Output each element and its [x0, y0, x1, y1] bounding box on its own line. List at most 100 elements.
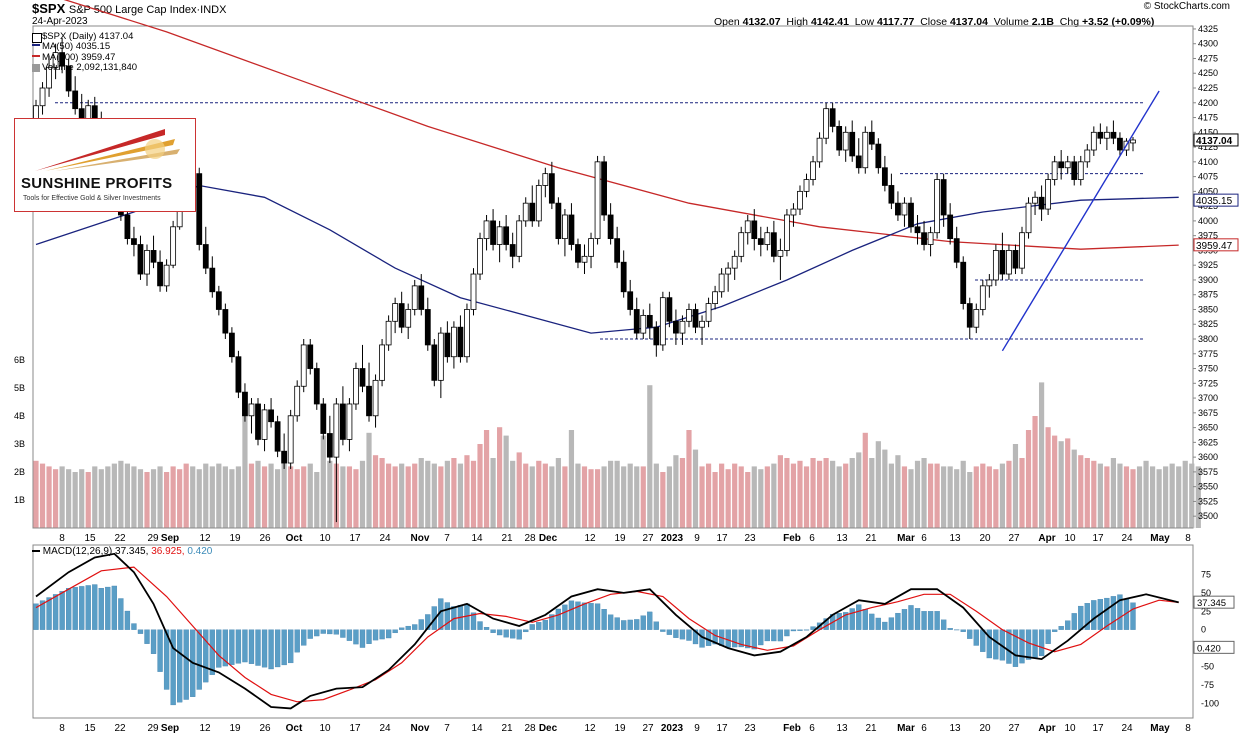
- volume-bar: [568, 430, 575, 528]
- volume-tick-label: 5B: [14, 383, 25, 393]
- macd-x-tick-label: 6: [921, 723, 927, 734]
- volume-bar: [353, 469, 359, 528]
- price-tick-label: 3625: [1198, 437, 1218, 447]
- candle: [418, 285, 425, 310]
- macd-histogram-bar: [529, 624, 535, 630]
- volume-bar: [229, 469, 235, 528]
- volume-bar: [268, 463, 274, 528]
- macd-value-badge-box: [1193, 595, 1235, 609]
- macd-histogram-bar: [516, 629, 522, 640]
- macd-histogram-bar: [418, 619, 424, 630]
- volume-bar: [1104, 466, 1110, 528]
- macd-histogram-bar: [1019, 629, 1025, 664]
- candle: [398, 303, 405, 328]
- candle: [522, 202, 529, 222]
- volume-bar: [790, 463, 797, 528]
- macd-histogram-bar: [1006, 629, 1012, 664]
- volume-bar: [431, 463, 437, 528]
- volume-bar: [477, 444, 483, 528]
- macd-x-tick-label: 26: [259, 723, 271, 734]
- volume-bar: [562, 466, 568, 528]
- price-panel-frame: [32, 25, 1194, 529]
- volume-bar: [470, 460, 477, 528]
- candle: [666, 297, 673, 322]
- macd-x-tick-label: 24: [379, 723, 391, 734]
- macd-x-tick-label: 28: [524, 723, 536, 734]
- macd-x-tick-label: 2023: [661, 723, 684, 734]
- macd-histogram-bar: [261, 629, 268, 668]
- candle: [607, 214, 614, 240]
- macd-x-tick-label: 13: [836, 723, 848, 734]
- macd-histogram-bar: [274, 629, 281, 668]
- candle: [255, 403, 261, 440]
- candle: [1117, 137, 1123, 151]
- value-badge-box: [1193, 193, 1239, 207]
- macd-histogram-bar: [385, 629, 392, 639]
- volume-tick-label: 3B: [14, 439, 25, 449]
- chg-value: +3.52 (+0.09%): [1081, 16, 1155, 28]
- macd-x-tick-label: 8: [1185, 723, 1191, 734]
- candle: [72, 90, 79, 110]
- ma50-legend: MA(50) 4035.15: [42, 41, 111, 52]
- price-tick-label: 3850: [1198, 304, 1218, 314]
- candle: [803, 179, 810, 192]
- macd-histogram-bar: [934, 611, 940, 630]
- open-label: Open: [714, 16, 740, 28]
- macd-x-tick-label: 21: [501, 723, 513, 734]
- volume-bar: [673, 455, 679, 528]
- candle: [542, 173, 549, 186]
- macd-histogram-bar: [52, 594, 59, 630]
- macd-histogram-bar: [705, 629, 712, 646]
- candle: [888, 185, 895, 204]
- volume-bar: [712, 472, 718, 528]
- volume-bar: [1078, 455, 1084, 528]
- candle: [483, 220, 490, 240]
- candle: [581, 255, 588, 263]
- candle: [1077, 161, 1084, 180]
- macd-x-tick-label: 24: [1121, 723, 1133, 734]
- price-x-tick-label: May: [1150, 533, 1170, 544]
- candle: [797, 190, 803, 210]
- price-tick-label: 3975: [1198, 231, 1218, 241]
- price-tick-label: 4125: [1198, 142, 1218, 152]
- candle: [333, 403, 340, 458]
- price-x-tick-label: 24: [379, 533, 391, 544]
- macd-x-tick-label: 20: [979, 723, 991, 734]
- candle: [816, 137, 823, 163]
- price-x-tick-label: 12: [199, 533, 211, 544]
- macd-x-tick-label: 19: [229, 723, 241, 734]
- macd-histogram-bar: [614, 617, 620, 630]
- macd-histogram-bar: [692, 629, 699, 645]
- volume-bar: [314, 472, 320, 528]
- candle: [144, 250, 150, 275]
- price-x-tick-label: 17: [716, 533, 728, 544]
- volume-bar: [59, 466, 65, 528]
- candle: [124, 214, 131, 240]
- candle: [901, 202, 908, 216]
- candle: [953, 238, 960, 263]
- volume-value: 2.1B: [1031, 16, 1054, 28]
- volume-bar: [640, 466, 646, 528]
- volume-bar: [914, 460, 921, 528]
- index-name: S&P 500 Large Cap Index: [68, 4, 197, 16]
- candle: [1097, 131, 1104, 139]
- volume-bar: [627, 463, 633, 528]
- price-tick-label: 3575: [1198, 467, 1218, 477]
- macd-x-tick-label: 21: [865, 723, 877, 734]
- volume-bar: [634, 466, 640, 528]
- macd-histogram-bar: [581, 602, 588, 630]
- logo-name: SUNSHINE PROFITS: [21, 175, 173, 192]
- candle: [1110, 131, 1117, 139]
- candle: [934, 179, 941, 234]
- macd-tick-label: 25: [1201, 606, 1211, 616]
- candle: [979, 285, 986, 310]
- candle: [170, 226, 177, 266]
- candle: [640, 314, 647, 334]
- volume-bar: [438, 466, 444, 528]
- volume-bar: [699, 466, 705, 528]
- price-tick-label: 3600: [1198, 452, 1218, 462]
- candle: [268, 409, 274, 423]
- volume-bar: [131, 466, 137, 528]
- macd-x-tick-label: Nov: [411, 723, 430, 734]
- volume-bar: [1097, 463, 1103, 528]
